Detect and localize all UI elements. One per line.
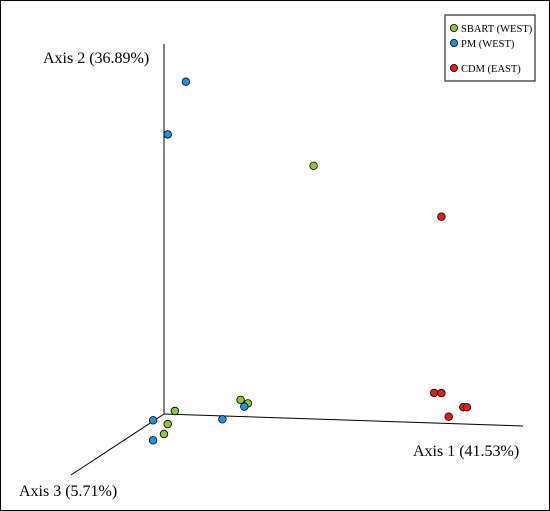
point-pm-west-1 <box>163 130 172 139</box>
point-cdm-east-4 <box>462 403 472 412</box>
legend-label-pm: PM (WEST) <box>461 39 515 50</box>
legend-label-cdm: CDM (EAST) <box>461 64 521 75</box>
axis-1-label: Axis 1 (41.53%) <box>413 443 519 460</box>
point-sbart-west-4 <box>163 419 172 429</box>
axis-3-label: Axis 3 (5.71%) <box>19 483 117 500</box>
point-sbart-west-3 <box>170 406 180 416</box>
point-cdm-east-2 <box>437 388 446 398</box>
legend: SBART (WEST) PM (WEST) CDM (EAST) <box>444 14 536 82</box>
legend-marker-cdm <box>449 64 458 73</box>
point-pm-west-4 <box>148 416 158 425</box>
point-cdm-east-5 <box>444 412 453 421</box>
data-points <box>148 77 472 445</box>
legend-box <box>444 14 536 82</box>
point-pm-west-5 <box>148 436 158 445</box>
point-sbart-west-1 <box>236 395 245 405</box>
axis-3-line <box>70 413 165 476</box>
legend-marker-sbart <box>449 23 458 32</box>
point-pm-west-0 <box>181 77 191 86</box>
point-cdm-east-1 <box>429 388 439 398</box>
point-cdm-east-0 <box>437 212 446 221</box>
point-pm-west-3 <box>218 415 227 424</box>
point-sbart-west-5 <box>159 429 169 439</box>
point-sbart-west-0 <box>309 161 318 170</box>
axis-1-line <box>163 413 524 427</box>
legend-label-sbart: SBART (WEST) <box>461 24 533 35</box>
axis-2-label: Axis 2 (36.89%) <box>43 50 149 67</box>
point-pm-west-2 <box>240 402 249 411</box>
legend-marker-pm <box>449 39 458 48</box>
